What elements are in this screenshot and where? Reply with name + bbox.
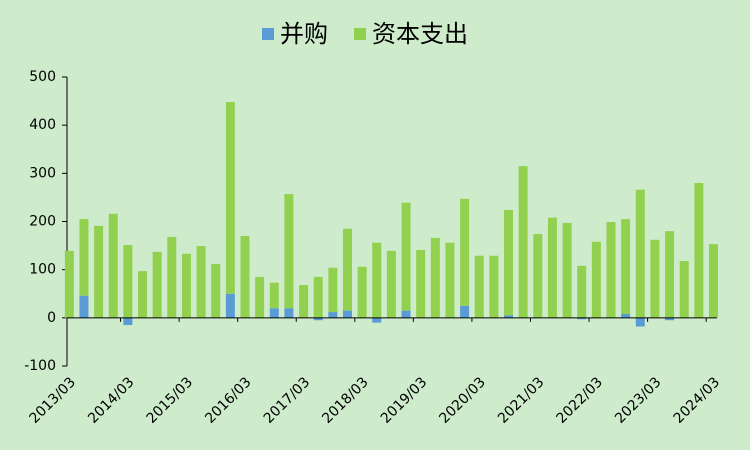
- bar: [591, 241, 601, 318]
- bar: [167, 236, 177, 318]
- legend-swatch: [262, 28, 274, 40]
- bar: [445, 242, 455, 318]
- bar: [123, 245, 133, 318]
- bar: [79, 295, 89, 318]
- bar: [269, 282, 279, 309]
- bar: [650, 239, 660, 318]
- bar: [416, 249, 426, 318]
- x-tick-label: 2017/03: [261, 374, 313, 426]
- bar: [372, 317, 382, 323]
- x-tick-label: 2019/03: [378, 374, 430, 426]
- bar: [694, 182, 704, 318]
- x-tick-label: 2022/03: [554, 374, 606, 426]
- bar: [64, 250, 74, 318]
- bar: [386, 250, 396, 318]
- bar: [665, 231, 675, 318]
- y-tick-label: 200: [29, 214, 56, 230]
- y-tick-label: 500: [29, 69, 56, 85]
- bar: [372, 242, 382, 318]
- x-tick-label: 2013/03: [27, 374, 79, 426]
- bar: [621, 219, 631, 314]
- bar: [621, 313, 631, 318]
- bar: [489, 255, 499, 318]
- bar: [269, 308, 279, 318]
- bar: [79, 219, 89, 296]
- bar: [430, 237, 440, 318]
- y-tick-label: -100: [24, 358, 56, 374]
- bar: [299, 285, 309, 318]
- bar: [342, 310, 352, 318]
- bar: [679, 260, 689, 318]
- legend-label: 并购: [280, 20, 328, 48]
- bar: [181, 253, 191, 318]
- bar: [284, 194, 294, 309]
- bar: [547, 217, 557, 318]
- bar: [708, 244, 718, 318]
- bar: [635, 189, 645, 318]
- bar: [518, 166, 528, 318]
- bar: [225, 293, 235, 318]
- x-tick-label: 2024/03: [671, 374, 723, 426]
- x-tick-label: 2023/03: [612, 374, 664, 426]
- x-tick-label: 2018/03: [319, 374, 371, 426]
- x-tick-label: 2016/03: [202, 374, 254, 426]
- bar: [635, 317, 645, 327]
- bar: [533, 234, 543, 318]
- bar: [94, 225, 104, 318]
- x-tick-label: 2021/03: [495, 374, 547, 426]
- bar: [357, 266, 367, 318]
- bar: [211, 263, 221, 318]
- bar: [328, 312, 338, 318]
- bar: [313, 317, 323, 321]
- bar: [504, 315, 514, 318]
- bar: [284, 308, 294, 318]
- bar: [460, 198, 470, 306]
- bar: [665, 317, 675, 321]
- x-tick-label: 2014/03: [85, 374, 137, 426]
- bar: [123, 317, 133, 326]
- bar: [577, 265, 587, 318]
- bar: [240, 235, 250, 318]
- bar: [504, 209, 514, 316]
- bar: [225, 102, 235, 294]
- x-tick-label: 2020/03: [436, 374, 488, 426]
- bar: [313, 276, 323, 318]
- bar: [328, 267, 338, 313]
- bar: [474, 255, 484, 318]
- x-tick-label: 2015/03: [144, 374, 196, 426]
- bar: [196, 246, 206, 318]
- bar: [152, 251, 162, 318]
- y-tick-label: 0: [47, 310, 56, 326]
- y-tick-label: 300: [29, 165, 56, 181]
- y-tick-label: 400: [29, 117, 56, 133]
- y-tick-label: 100: [29, 262, 56, 278]
- bar: [108, 213, 118, 318]
- bar: [401, 310, 411, 318]
- bar: [401, 202, 411, 311]
- legend-swatch: [354, 28, 366, 40]
- bar: [255, 276, 265, 318]
- bar: [138, 271, 148, 318]
- bar: [577, 317, 587, 320]
- bar: [460, 305, 470, 318]
- legend-label: 资本支出: [372, 20, 468, 48]
- bar: [606, 221, 616, 318]
- bar: [342, 228, 352, 311]
- bar: [562, 222, 572, 318]
